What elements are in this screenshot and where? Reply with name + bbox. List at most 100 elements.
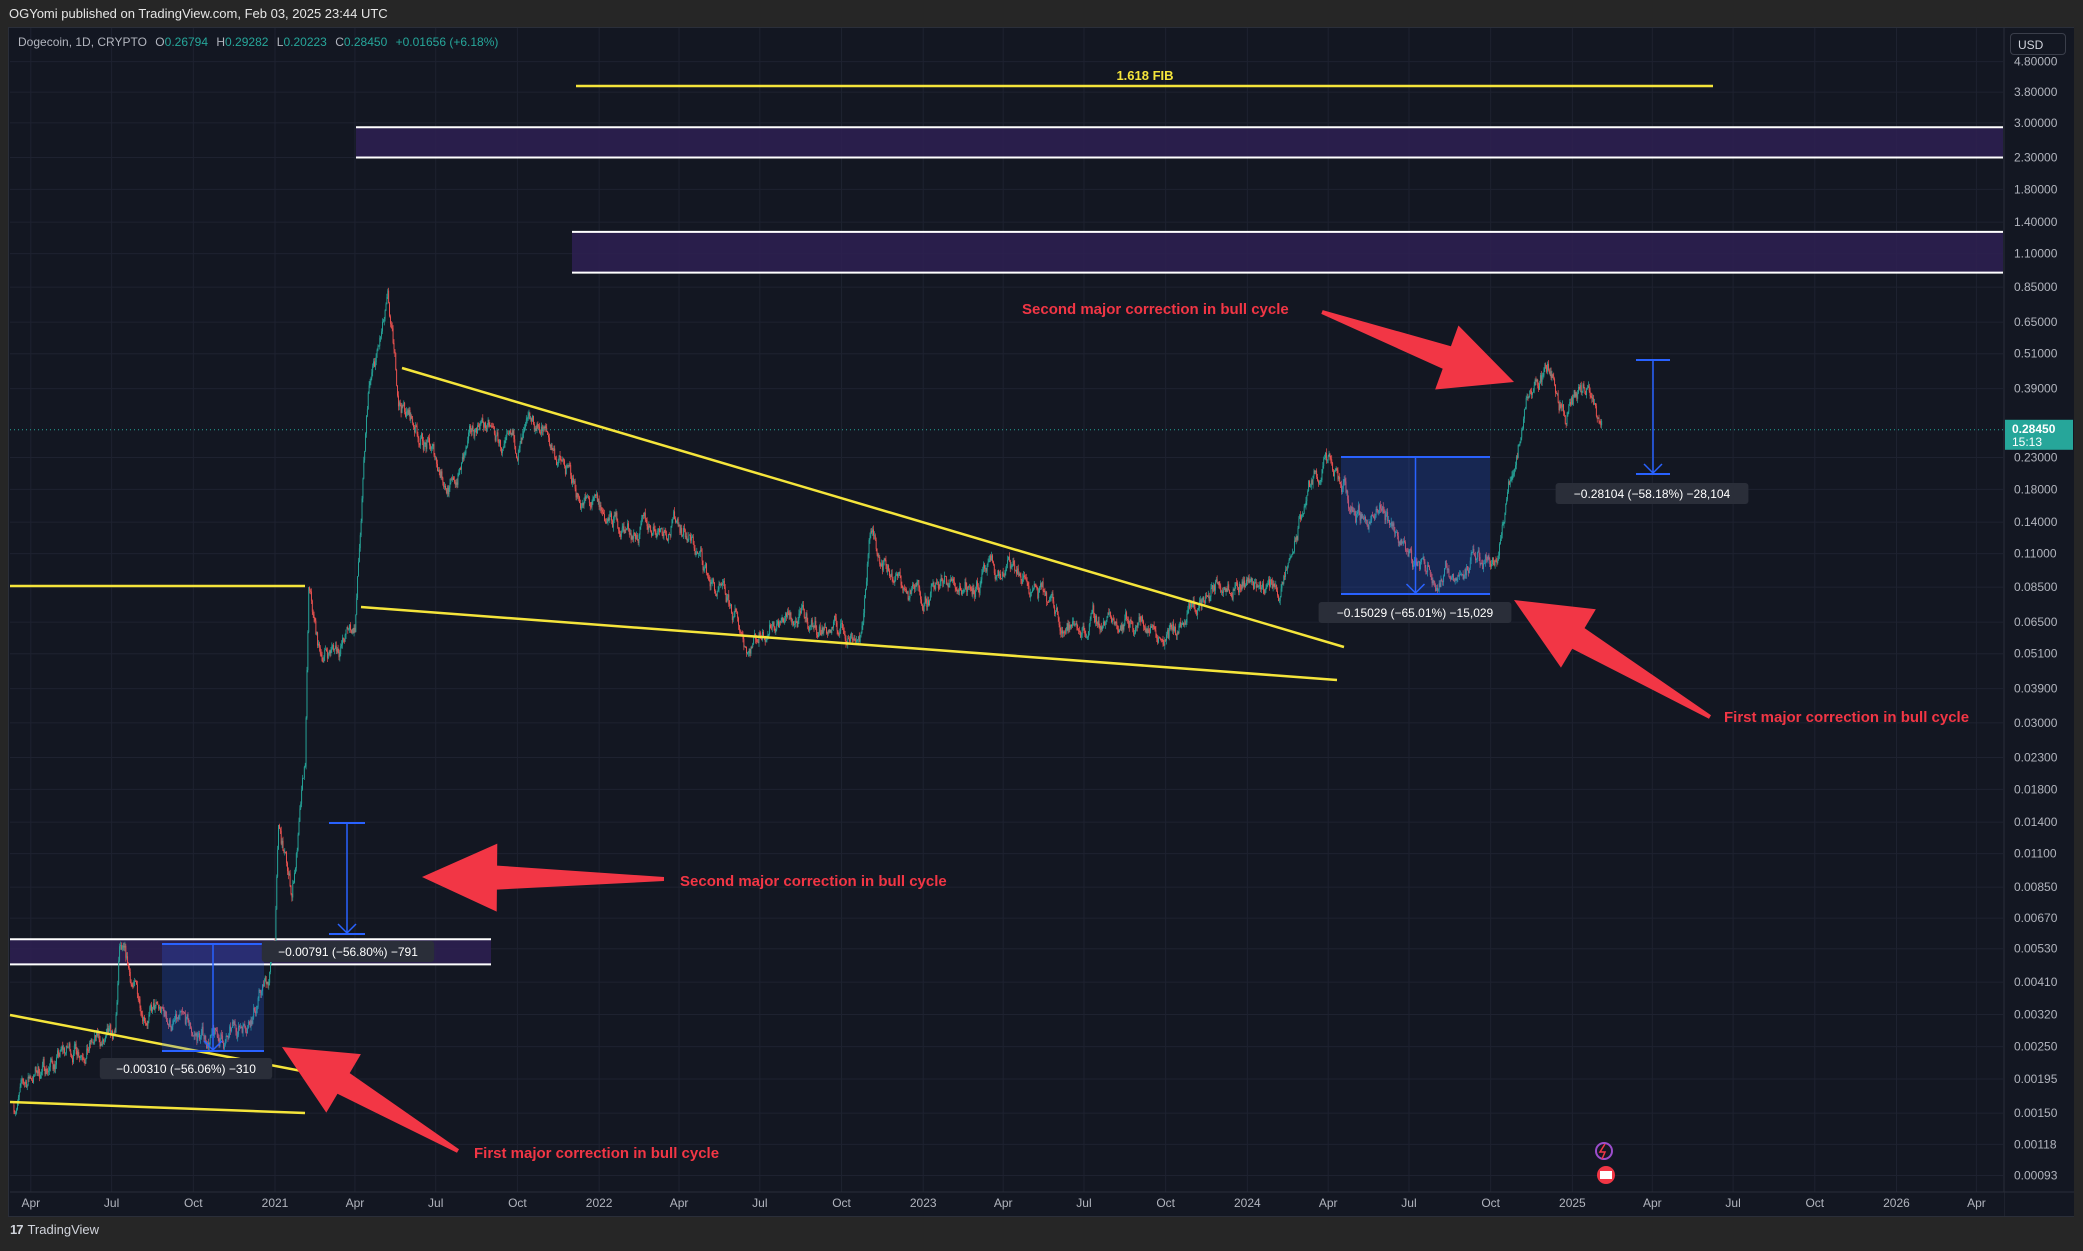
- candle: [1362, 517, 1364, 519]
- candle: [1003, 576, 1005, 578]
- candle: [1552, 374, 1554, 377]
- candle: [1469, 560, 1471, 569]
- candle: [552, 449, 554, 451]
- candle: [567, 465, 569, 467]
- candle: [258, 989, 260, 998]
- candle: [1563, 411, 1565, 416]
- candle: [215, 1030, 217, 1032]
- candle: [1245, 585, 1247, 588]
- candle: [481, 418, 483, 423]
- candle: [1024, 575, 1025, 577]
- candle: [275, 909, 277, 944]
- candle: [656, 535, 658, 538]
- candle: [1358, 505, 1360, 514]
- candle: [54, 1064, 56, 1070]
- candle: [1186, 613, 1188, 623]
- candle: [554, 448, 556, 458]
- candle: [1579, 385, 1581, 390]
- candle: [1523, 409, 1525, 419]
- candle: [45, 1068, 47, 1075]
- candle: [1560, 404, 1562, 407]
- candle: [713, 579, 715, 583]
- candle: [869, 535, 871, 541]
- candle: [1436, 587, 1438, 591]
- candle: [1254, 582, 1255, 589]
- candle: [1015, 569, 1017, 571]
- candle: [307, 631, 309, 671]
- candle: [1359, 513, 1361, 521]
- candle: [683, 528, 685, 530]
- brand-name[interactable]: TradingView: [27, 1222, 100, 1237]
- candle: [1420, 558, 1422, 562]
- candle: [1109, 612, 1111, 614]
- candle: [162, 1007, 164, 1009]
- candle: [1405, 550, 1407, 552]
- candle: [725, 593, 727, 603]
- candle: [1100, 626, 1102, 631]
- candle: [1448, 569, 1450, 577]
- candle: [1417, 561, 1419, 567]
- candle: [120, 945, 121, 947]
- candle: [609, 513, 611, 521]
- candle: [1522, 428, 1524, 430]
- candle: [1075, 623, 1077, 625]
- candle: [913, 585, 915, 589]
- candle: [769, 624, 771, 635]
- candle: [1487, 555, 1489, 560]
- candle: [24, 1083, 26, 1085]
- candle: [484, 422, 486, 428]
- candle: [1340, 481, 1342, 485]
- candle: [1571, 397, 1572, 405]
- candle: [611, 513, 613, 521]
- candle: [1142, 616, 1144, 622]
- candle: [720, 584, 722, 585]
- candle: [623, 526, 625, 533]
- flag-us-inner: [1600, 1171, 1612, 1179]
- candle: [231, 1027, 232, 1032]
- candle: [862, 622, 864, 626]
- candle: [318, 643, 320, 648]
- candle: [594, 494, 596, 497]
- candle: [71, 1055, 73, 1058]
- annotations: Second major correction in bull cycleFir…: [282, 301, 1969, 1162]
- candle: [224, 1041, 226, 1046]
- candle: [109, 1024, 111, 1029]
- candle: [529, 413, 531, 419]
- candle: [638, 534, 640, 543]
- candle: [844, 633, 846, 639]
- candle: [463, 454, 465, 460]
- candle: [428, 437, 430, 439]
- candle: [35, 1067, 37, 1072]
- candle: [1349, 508, 1350, 510]
- candle: [970, 587, 972, 590]
- candle: [943, 582, 945, 584]
- candle: [502, 447, 504, 449]
- candle: [63, 1048, 65, 1050]
- candle: [501, 448, 503, 454]
- candle: [421, 433, 422, 439]
- candle: [646, 519, 648, 527]
- candle: [396, 369, 398, 386]
- candle: [550, 444, 552, 448]
- candle: [461, 462, 462, 470]
- candle: [1376, 508, 1378, 511]
- candle: [286, 862, 288, 872]
- candle: [1516, 456, 1518, 459]
- currency-button[interactable]: USD: [2010, 33, 2066, 55]
- candle: [653, 526, 655, 530]
- candle: [1284, 576, 1286, 578]
- candle: [794, 624, 795, 626]
- candle: [1333, 470, 1335, 477]
- candle: [417, 434, 419, 439]
- candle: [909, 590, 911, 599]
- candle: [126, 956, 128, 958]
- symbol-name[interactable]: Dogecoin, 1D, CRYPTO: [18, 35, 147, 49]
- candle: [1214, 581, 1216, 591]
- candle: [518, 447, 520, 453]
- candle: [836, 622, 838, 631]
- candle: [405, 411, 406, 417]
- time-tick-label: Apr: [1319, 1196, 1338, 1210]
- candle: [432, 444, 434, 447]
- candle: [1569, 402, 1571, 406]
